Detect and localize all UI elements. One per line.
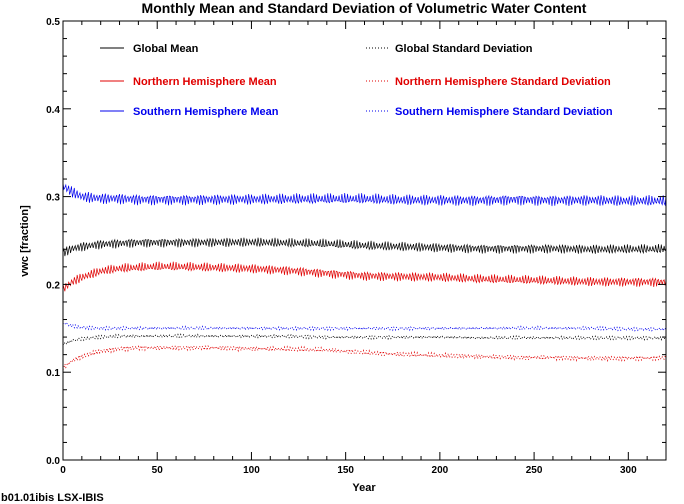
series-line-5 bbox=[62, 321, 667, 332]
x-tick-label: 300 bbox=[620, 465, 637, 476]
y-tick-label: 0.0 bbox=[46, 456, 60, 467]
legend-label: Northern Hemisphere Mean bbox=[133, 76, 277, 88]
legend-label: Northern Hemisphere Standard Deviation bbox=[395, 76, 611, 88]
series-layer bbox=[62, 182, 667, 370]
y-axis-label: vwc [fraction] bbox=[19, 205, 31, 277]
chart-title: Monthly Mean and Standard Deviation of V… bbox=[142, 0, 587, 16]
series-line-2 bbox=[62, 182, 667, 207]
legend: Global Mean Global Standard Deviation Nort… bbox=[100, 43, 613, 118]
series-line-4 bbox=[62, 344, 667, 370]
y-tick-label: 0.3 bbox=[46, 193, 60, 204]
series-line-3 bbox=[62, 333, 667, 346]
axes-layer: 0 50 100 150 200 250 300 0.0 0.1 0.2 0.3 0.4 0.5 bbox=[46, 17, 667, 476]
legend-label: Southern Hemisphere Standard Deviation bbox=[395, 106, 613, 118]
x-tick-label: 150 bbox=[337, 465, 354, 476]
y-tick-label: 0.2 bbox=[46, 280, 60, 291]
series-line-0 bbox=[62, 237, 667, 257]
y-tick-label: 0.1 bbox=[46, 368, 60, 379]
x-tick-label: 50 bbox=[152, 465, 164, 476]
legend-label: Southern Hemisphere Mean bbox=[133, 106, 279, 118]
x-tick-label: 200 bbox=[432, 465, 449, 476]
x-tick-label: 250 bbox=[526, 465, 543, 476]
x-axis-label: Year bbox=[352, 482, 376, 494]
y-tick-label: 0.4 bbox=[46, 105, 60, 116]
footer-text: b01.01ibis LSX-IBIS bbox=[1, 492, 104, 504]
legend-label: Global Standard Deviation bbox=[395, 43, 533, 55]
y-tick-label: 0.5 bbox=[46, 17, 60, 28]
series-line-1 bbox=[62, 261, 667, 292]
x-tick-label: 0 bbox=[60, 465, 66, 476]
x-tick-label: 100 bbox=[243, 465, 260, 476]
legend-label: Global Mean bbox=[133, 43, 199, 55]
